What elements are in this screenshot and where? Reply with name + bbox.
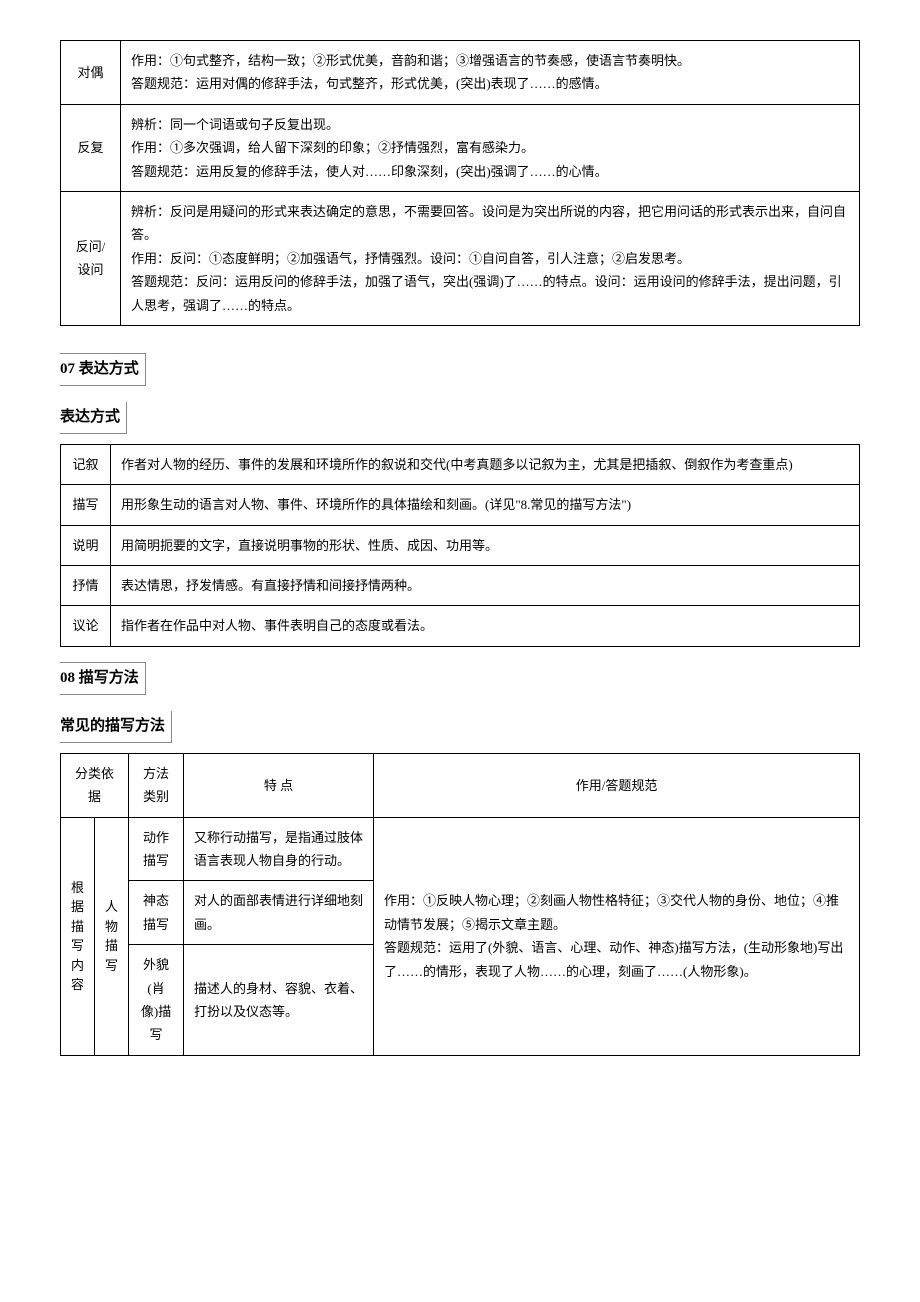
rhetoric-table: 对偶 作用：①句式整齐，结构一致；②形式优美，音韵和谐；③增强语言的节奏感，使语… (60, 40, 860, 326)
rhetoric-label: 反复 (61, 104, 121, 191)
method-label: 外貌(肖像)描写 (129, 945, 184, 1056)
table-row: 说明 用简明扼要的文字，直接说明事物的形状、性质、成因、功用等。 (61, 525, 860, 565)
feature-content: 对人的面部表情进行详细地刻画。 (184, 881, 374, 945)
category-basis: 根据描写内容 (61, 817, 95, 1055)
expr-label: 抒情 (61, 566, 111, 606)
rhetoric-content: 作用：①句式整齐，结构一致；②形式优美，音韵和谐；③增强语言的节奏感，使语言节奏… (121, 41, 860, 105)
header-feature: 特 点 (184, 753, 374, 817)
expr-content: 用简明扼要的文字，直接说明事物的形状、性质、成因、功用等。 (111, 525, 860, 565)
expr-content: 用形象生动的语言对人物、事件、环境所作的具体描绘和刻画。(详见"8.常见的描写方… (111, 485, 860, 525)
header-category: 分类依据 (61, 753, 129, 817)
table-row: 描写 用形象生动的语言对人物、事件、环境所作的具体描绘和刻画。(详见"8.常见的… (61, 485, 860, 525)
table-row: 对偶 作用：①句式整齐，结构一致；②形式优美，音韵和谐；③增强语言的节奏感，使语… (61, 41, 860, 105)
expr-content: 表达情思，抒发情感。有直接抒情和间接抒情两种。 (111, 566, 860, 606)
section-title-08: 08 描写方法 (60, 662, 146, 695)
expr-content: 作者对人物的经历、事件的发展和环境所作的叙说和交代(中考真题多以记叙为主，尤其是… (111, 444, 860, 484)
header-effect: 作用/答题规范 (374, 753, 860, 817)
expr-label: 描写 (61, 485, 111, 525)
expr-label: 议论 (61, 606, 111, 646)
feature-content: 又称行动描写，是指通过肢体语言表现人物自身的行动。 (184, 817, 374, 881)
expression-table: 记叙 作者对人物的经历、事件的发展和环境所作的叙说和交代(中考真题多以记叙为主，… (60, 444, 860, 647)
feature-content: 描述人的身材、容貌、衣着、打扮以及仪态等。 (184, 945, 374, 1056)
expr-label: 记叙 (61, 444, 111, 484)
expr-content: 指作者在作品中对人物、事件表明自己的态度或看法。 (111, 606, 860, 646)
table-row: 抒情 表达情思，抒发情感。有直接抒情和间接抒情两种。 (61, 566, 860, 606)
subtitle-description: 常见的描写方法 (60, 711, 172, 743)
section-title-07: 07 表达方式 (60, 353, 146, 386)
category-person: 人物描写 (95, 817, 129, 1055)
method-label: 动作描写 (129, 817, 184, 881)
rhetoric-content: 辨析：同一个词语或句子反复出现。 作用：①多次强调，给人留下深刻的印象；②抒情强… (121, 104, 860, 191)
table-row: 反问/设问 辨析：反问是用疑问的形式来表达确定的意思，不需要回答。设问是为突出所… (61, 191, 860, 325)
table-row: 记叙 作者对人物的经历、事件的发展和环境所作的叙说和交代(中考真题多以记叙为主，… (61, 444, 860, 484)
description-method-table: 分类依据 方法类别 特 点 作用/答题规范 根据描写内容 人物描写 动作描写 又… (60, 753, 860, 1056)
subtitle-expression: 表达方式 (60, 402, 127, 434)
table-row: 反复 辨析：同一个词语或句子反复出现。 作用：①多次强调，给人留下深刻的印象；②… (61, 104, 860, 191)
header-method: 方法类别 (129, 753, 184, 817)
table-row: 根据描写内容 人物描写 动作描写 又称行动描写，是指通过肢体语言表现人物自身的行… (61, 817, 860, 881)
rhetoric-label: 反问/设问 (61, 191, 121, 325)
effect-content: 作用：①反映人物心理；②刻画人物性格特征；③交代人物的身份、地位；④推动情节发展… (374, 817, 860, 1055)
table-header-row: 分类依据 方法类别 特 点 作用/答题规范 (61, 753, 860, 817)
method-label: 神态描写 (129, 881, 184, 945)
rhetoric-label: 对偶 (61, 41, 121, 105)
table-row: 议论 指作者在作品中对人物、事件表明自己的态度或看法。 (61, 606, 860, 646)
expr-label: 说明 (61, 525, 111, 565)
rhetoric-content: 辨析：反问是用疑问的形式来表达确定的意思，不需要回答。设问是为突出所说的内容，把… (121, 191, 860, 325)
